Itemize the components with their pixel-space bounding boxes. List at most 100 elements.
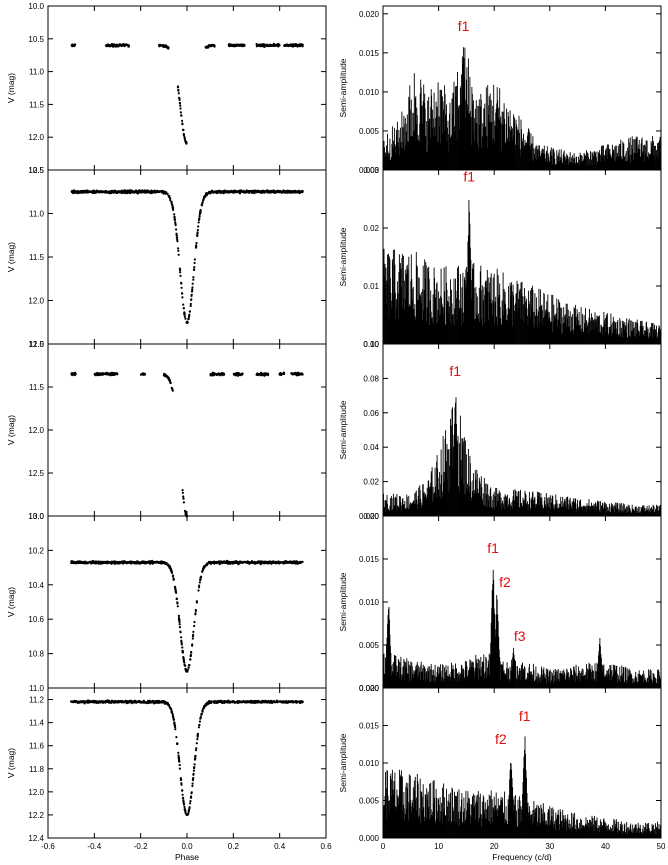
data-point <box>223 700 226 704</box>
data-point <box>207 46 210 49</box>
data-point <box>131 561 134 564</box>
data-point <box>74 372 77 376</box>
data-point <box>274 701 277 704</box>
data-point <box>193 258 196 261</box>
data-point <box>184 511 187 514</box>
data-point <box>180 639 183 642</box>
data-point <box>182 497 185 500</box>
data-point <box>291 45 294 48</box>
data-point <box>181 646 184 649</box>
data-point <box>263 700 266 704</box>
data-point <box>192 278 195 281</box>
x-tick-label: -0.6 <box>41 842 55 851</box>
data-point <box>212 191 215 194</box>
data-point <box>118 44 121 47</box>
data-point <box>200 575 203 578</box>
data-point <box>200 203 203 206</box>
data-point <box>114 700 117 703</box>
data-point <box>193 766 196 769</box>
data-point <box>192 268 196 271</box>
data-point <box>190 792 193 795</box>
data-point <box>139 191 142 194</box>
data-point <box>168 378 171 381</box>
data-point <box>153 189 156 192</box>
data-point <box>237 700 240 703</box>
data-point <box>275 561 279 564</box>
data-point <box>191 643 194 646</box>
data-point <box>83 190 86 193</box>
y-tick-label: 10.2 <box>28 546 44 555</box>
data-point <box>194 246 198 249</box>
data-point <box>182 303 185 306</box>
data-point <box>193 758 197 761</box>
y-tick-label: 0.01 <box>363 282 379 291</box>
data-point <box>106 372 109 375</box>
data-point <box>299 44 302 47</box>
data-point <box>190 650 193 654</box>
data-point <box>124 44 127 47</box>
data-point <box>178 623 181 626</box>
data-point <box>125 191 128 194</box>
data-point <box>289 561 292 564</box>
data-point <box>186 321 189 324</box>
data-point <box>266 374 269 377</box>
data-point <box>245 561 248 564</box>
data-point <box>182 495 185 498</box>
data-point <box>181 789 184 792</box>
data-point <box>188 806 191 809</box>
data-point <box>179 104 182 107</box>
data-point <box>298 700 301 704</box>
data-point <box>133 190 136 193</box>
data-point <box>188 310 191 313</box>
data-point <box>119 190 122 193</box>
data-point <box>177 89 180 92</box>
data-point <box>179 631 182 634</box>
data-point <box>190 290 194 293</box>
data-point <box>256 189 259 192</box>
data-point <box>163 561 166 565</box>
data-point <box>110 701 113 704</box>
data-point <box>181 649 184 652</box>
data-point <box>100 191 103 194</box>
data-point <box>154 191 157 194</box>
data-point <box>180 782 183 785</box>
data-point <box>194 613 197 616</box>
data-point <box>201 570 204 574</box>
data-point <box>243 560 247 563</box>
data-point <box>124 561 127 564</box>
data-point <box>293 561 296 564</box>
data-point <box>272 44 275 47</box>
data-point <box>216 373 220 376</box>
data-point <box>211 373 215 376</box>
data-point <box>202 707 205 710</box>
data-point <box>176 742 179 746</box>
data-point <box>162 191 165 194</box>
data-point <box>174 728 177 731</box>
data-point <box>277 45 280 48</box>
y-tick-label: 0.03 <box>363 166 379 175</box>
data-point <box>135 189 138 192</box>
periodogram-spectrum <box>382 47 661 170</box>
data-point <box>243 43 246 46</box>
data-point <box>196 232 199 235</box>
data-point <box>171 575 174 578</box>
data-point <box>190 795 193 798</box>
data-point <box>86 191 90 194</box>
data-point <box>215 561 218 564</box>
y-tick-label: 11.0 <box>29 210 45 219</box>
data-point <box>190 298 193 301</box>
data-point <box>257 374 260 377</box>
data-point <box>213 701 216 705</box>
data-point <box>271 700 274 703</box>
data-point <box>219 700 222 703</box>
y-tick-label: 10.5 <box>28 35 44 44</box>
data-point <box>165 563 168 566</box>
data-point <box>226 700 229 703</box>
data-point <box>186 813 189 816</box>
data-point <box>121 190 124 194</box>
data-point <box>294 44 297 47</box>
data-point <box>170 710 174 714</box>
data-point <box>263 373 266 376</box>
peak-label-f1: f1 <box>463 168 475 184</box>
data-point <box>155 561 158 564</box>
